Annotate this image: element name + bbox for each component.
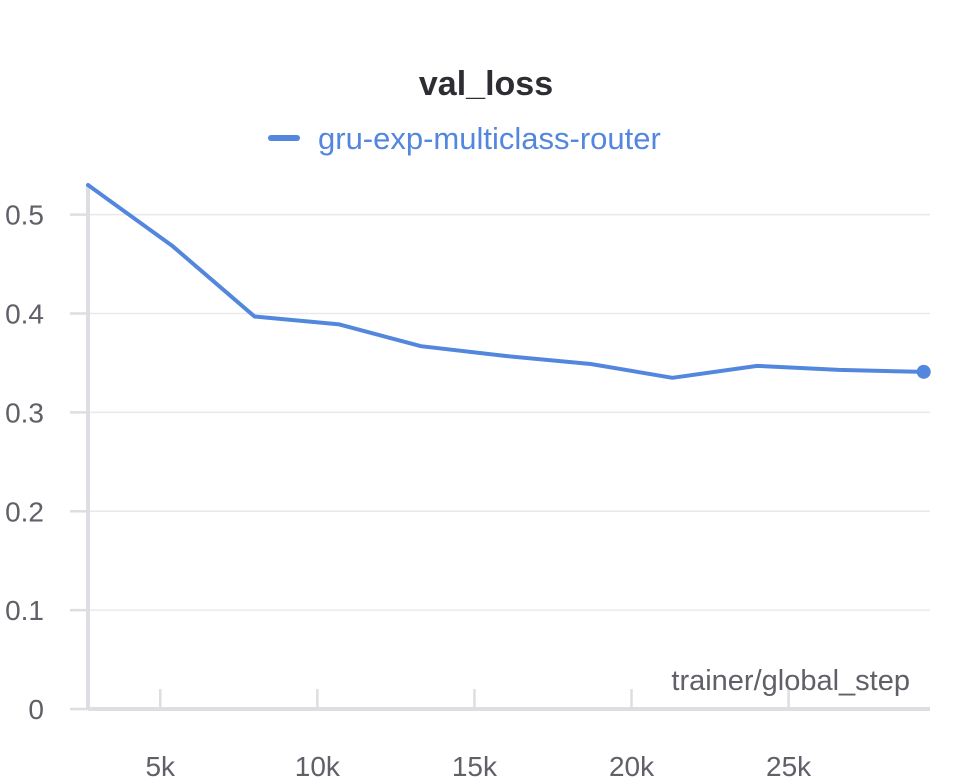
y-tick-label: 0.5 — [5, 200, 44, 231]
y-tick-label: 0.4 — [5, 299, 44, 330]
x-axis-label: trainer/global_step — [671, 665, 910, 697]
series-line[interactable] — [86, 183, 926, 380]
y-tick-label: 0.2 — [5, 496, 44, 527]
y-tick-label: 0.1 — [5, 595, 44, 626]
y-tick-label: 0.3 — [5, 397, 44, 428]
legend[interactable]: gru-exp-multiclass-router — [268, 121, 661, 156]
grid-lines — [88, 213, 930, 611]
series-gru-exp-multiclass-router[interactable] — [86, 183, 931, 380]
y-tick-label: 0 — [28, 694, 44, 725]
x-tick-label: 10k — [295, 751, 341, 782]
x-tick-label: 20k — [609, 751, 655, 782]
x-tick-label: 15k — [452, 751, 498, 782]
series-endpoint-marker[interactable] — [916, 364, 931, 379]
y-axis-ticks: 0 0.1 0.2 0.3 0.4 0.5 — [5, 200, 88, 725]
x-axis-ticks: 5k 10k 15k 20k 25k — [145, 689, 812, 782]
x-tick-label: 25k — [766, 751, 812, 782]
x-tick-label: 5k — [145, 751, 176, 782]
chart-title: val_loss — [419, 65, 553, 103]
legend-label-gru-exp-multiclass-router[interactable]: gru-exp-multiclass-router — [318, 121, 661, 156]
